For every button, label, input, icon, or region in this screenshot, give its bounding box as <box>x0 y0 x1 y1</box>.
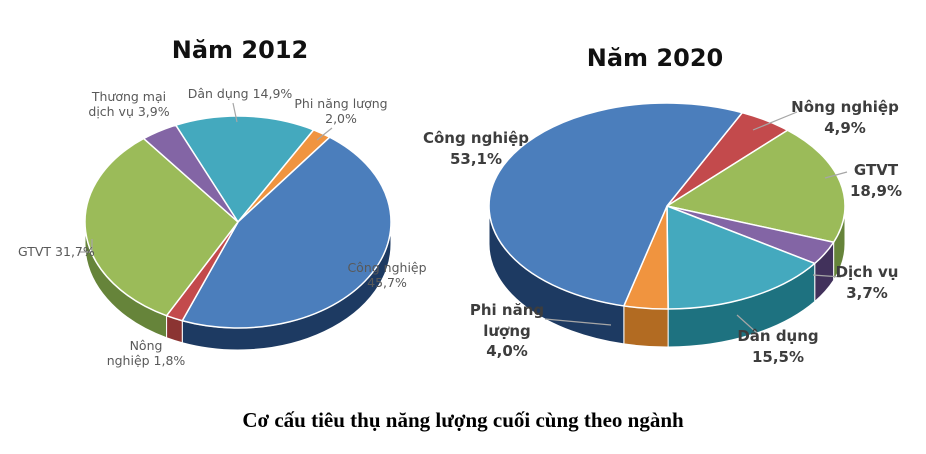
leader-lines <box>80 102 848 334</box>
pie-slice-cong-nghiep <box>488 102 743 307</box>
figure-caption: Cơ cấu tiêu thụ năng lượng cuối cùng the… <box>242 408 684 432</box>
label-gtvt-2020: GTVT 18,9% <box>849 161 903 200</box>
leader-line-nong-nghiep-2020 <box>752 111 798 131</box>
pie-side-phi-nang-luong <box>623 305 669 348</box>
label-cong-nghiep-2012: Công nghiệp 45,7% <box>347 260 427 290</box>
label-dan-dung-2012: Dân dụng 14,9% <box>187 86 293 101</box>
label-thuong-mai-dich-vu-2012: Thương mại dịch vụ 3,9% <box>88 89 170 119</box>
chart-title-2020: Năm 2020 <box>586 44 724 72</box>
pie-slice-gtvt <box>84 137 239 317</box>
leader-line-gtvt-2020 <box>824 171 848 179</box>
chart-title-2012: Năm 2012 <box>171 36 309 64</box>
label-nong-nghiep-2020: Nông nghiệp 4,9% <box>791 98 899 137</box>
pie-slice-thuong-mai-dich-vu <box>142 124 239 223</box>
label-gtvt-2012: GTVT 31,7% <box>18 244 95 259</box>
label-dich-vu-2020: Dịch vụ 3,7% <box>835 263 899 302</box>
pie-slice-dan-dung <box>175 115 315 223</box>
label-phi-nang-luong-2012: Phi năng lượng 2,0% <box>294 96 388 126</box>
leader-line-dan-dung-2020 <box>736 314 758 334</box>
pie-2020 <box>488 102 846 348</box>
label-phi-nang-luong-2020: Phi năng lượng 4,0% <box>469 301 545 361</box>
label-cong-nghiep-2020: Công nghiệp 53,1% <box>422 129 530 168</box>
pie-slice-cong-nghiep <box>181 136 392 329</box>
leader-line-phi-nang-luong-2020 <box>544 318 612 326</box>
label-dan-dung-2020: Dân dụng 15,5% <box>737 327 819 366</box>
label-nong-nghiep-2012: Nông nghiệp 1,8% <box>106 338 186 368</box>
pie-slice-gtvt <box>666 129 846 243</box>
leader-line-dich-vu-2020 <box>812 274 842 278</box>
pie-slice-dan-dung <box>666 205 816 310</box>
pie-2012 <box>84 115 392 351</box>
leader-line-gtvt-2012 <box>80 239 93 253</box>
leader-line-dan-dung-2012 <box>232 102 238 123</box>
leader-line-phi-nang-luong-2012 <box>316 127 333 141</box>
